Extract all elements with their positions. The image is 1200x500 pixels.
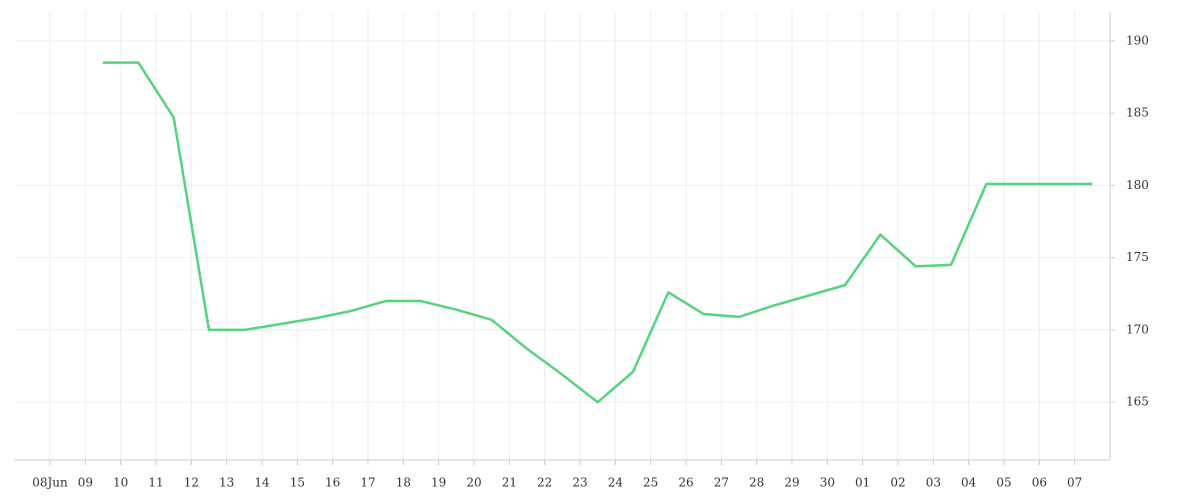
x-tick-label: 11 [148, 476, 163, 490]
x-tick-label: 07 [1067, 476, 1082, 490]
x-tick-label: 03 [926, 476, 941, 490]
x-tick-label: 30 [820, 476, 835, 490]
x-tick-label: 28 [749, 476, 764, 490]
x-tick-label: 26 [678, 476, 693, 490]
y-tick-label: 180 [1126, 178, 1149, 192]
y-tick-label: 190 [1126, 33, 1149, 47]
x-tick-label: 15 [290, 476, 305, 490]
x-tick-label: 01 [855, 476, 870, 490]
x-tick-label: 04 [961, 476, 977, 490]
y-tick-label: 165 [1126, 395, 1149, 409]
x-tick-label: 02 [890, 476, 905, 490]
x-tick-label: 25 [643, 476, 658, 490]
x-tick-label: 29 [784, 476, 799, 490]
x-tick-label: 23 [572, 476, 587, 490]
y-tick-label: 175 [1126, 250, 1149, 264]
x-tick-label: 17 [360, 476, 375, 490]
y-tick-label: 170 [1126, 322, 1149, 336]
x-tick-label: 05 [996, 476, 1011, 490]
x-tick-label: 06 [1032, 476, 1047, 490]
x-tick-label: 12 [184, 476, 199, 490]
x-tick-label: 09 [78, 476, 93, 490]
x-tick-label: 10 [113, 476, 128, 490]
x-tick-label: 13 [219, 476, 234, 490]
x-tick-label: 14 [254, 476, 270, 490]
x-tick-label: 19 [431, 476, 446, 490]
x-tick-label: 22 [537, 476, 552, 490]
x-tick-label: 20 [466, 476, 481, 490]
data-line [103, 61, 1093, 404]
x-tick-label: 24 [608, 476, 624, 490]
x-tick-label: 18 [396, 476, 411, 490]
x-tick-label: 08Jun [32, 476, 68, 490]
y-tick-label: 185 [1126, 106, 1149, 120]
x-tick-label: 27 [714, 476, 729, 490]
x-tick-label: 16 [325, 476, 340, 490]
x-tick-label: 21 [502, 476, 517, 490]
